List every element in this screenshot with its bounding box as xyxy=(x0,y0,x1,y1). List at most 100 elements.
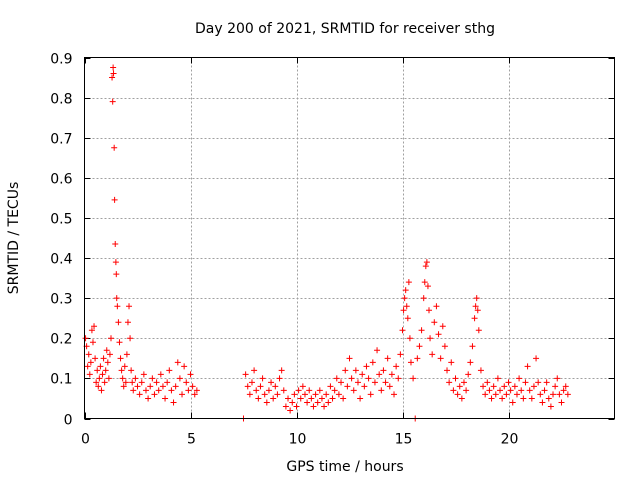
data-point xyxy=(509,399,516,406)
data-point xyxy=(323,391,330,398)
data-point xyxy=(331,387,338,394)
data-point xyxy=(308,395,315,402)
data-point xyxy=(395,375,402,382)
data-point xyxy=(100,355,107,362)
data-point xyxy=(541,387,548,394)
data-point xyxy=(295,387,302,394)
data-point xyxy=(494,375,501,382)
data-point xyxy=(159,383,166,390)
data-point xyxy=(439,323,446,330)
data-point xyxy=(333,375,340,382)
data-point xyxy=(112,259,119,266)
x-tick-label: 15 xyxy=(395,432,413,448)
data-point xyxy=(263,399,270,406)
data-point xyxy=(518,387,525,394)
y-axis-label: SRMTID / TECUs xyxy=(6,182,22,295)
data-point xyxy=(327,383,334,390)
data-point xyxy=(289,399,296,406)
data-point xyxy=(511,383,518,390)
data-point xyxy=(564,391,571,398)
data-point xyxy=(554,375,561,382)
data-point xyxy=(111,144,118,151)
data-point xyxy=(251,367,258,374)
data-point xyxy=(102,367,109,374)
data-point xyxy=(111,196,118,203)
data-point xyxy=(145,395,152,402)
data-point xyxy=(376,371,383,378)
data-point xyxy=(391,391,398,398)
data-point xyxy=(386,383,393,390)
data-point xyxy=(344,383,351,390)
data-point xyxy=(291,391,298,398)
data-point xyxy=(157,371,164,378)
data-point xyxy=(410,375,417,382)
data-point xyxy=(181,363,188,370)
data-point xyxy=(85,351,92,358)
data-point xyxy=(92,355,99,362)
data-point xyxy=(465,371,472,378)
data-point xyxy=(400,307,407,314)
data-point xyxy=(110,64,117,71)
data-point xyxy=(426,307,432,314)
data-point xyxy=(497,387,504,394)
data-point xyxy=(274,391,281,398)
data-point xyxy=(321,403,328,410)
data-point xyxy=(155,387,162,394)
data-point xyxy=(433,303,440,310)
data-point xyxy=(371,379,378,386)
data-point xyxy=(469,343,476,350)
plot-frame xyxy=(84,57,615,419)
data-point xyxy=(164,379,171,386)
data-point xyxy=(136,391,143,398)
data-point xyxy=(316,387,323,394)
data-point xyxy=(95,383,102,390)
y-tick-label: 0.1 xyxy=(50,372,72,388)
data-points xyxy=(82,64,571,422)
y-tick-label: 0 xyxy=(64,413,73,429)
data-point xyxy=(338,379,345,386)
y-tick-label: 0.5 xyxy=(50,212,72,228)
y-tick-label: 0.3 xyxy=(50,292,72,308)
data-point xyxy=(545,395,552,402)
data-point xyxy=(297,395,304,402)
y-tick-label: 0.8 xyxy=(50,92,72,108)
data-point xyxy=(382,379,389,386)
data-point xyxy=(354,379,361,386)
data-point xyxy=(482,391,489,398)
data-point xyxy=(153,379,160,386)
data-point xyxy=(104,359,111,366)
data-point xyxy=(547,403,554,410)
data-point xyxy=(537,391,544,398)
data-point xyxy=(420,295,427,302)
data-point xyxy=(122,379,129,386)
data-point xyxy=(98,387,105,394)
x-tick-label: 5 xyxy=(187,432,196,448)
data-point xyxy=(142,387,149,394)
data-point xyxy=(446,379,453,386)
data-point xyxy=(416,343,423,350)
data-point xyxy=(87,359,94,366)
data-point xyxy=(407,359,414,366)
data-point xyxy=(397,351,404,358)
data-point xyxy=(84,363,91,370)
data-point xyxy=(473,295,480,302)
data-point xyxy=(109,98,116,105)
data-point xyxy=(255,395,262,402)
data-point xyxy=(257,383,264,390)
data-point xyxy=(361,383,368,390)
data-point xyxy=(172,383,179,390)
data-point xyxy=(552,383,559,390)
data-point xyxy=(467,359,474,366)
data-point xyxy=(138,379,145,386)
data-point xyxy=(265,387,272,394)
data-point xyxy=(556,391,563,398)
data-point xyxy=(460,379,467,386)
data-point xyxy=(282,403,289,410)
data-point xyxy=(96,375,103,382)
data-point xyxy=(346,355,353,362)
data-point xyxy=(113,295,120,302)
data-point xyxy=(522,379,529,386)
data-point xyxy=(94,367,101,374)
data-point xyxy=(101,379,108,386)
data-point xyxy=(406,335,413,342)
